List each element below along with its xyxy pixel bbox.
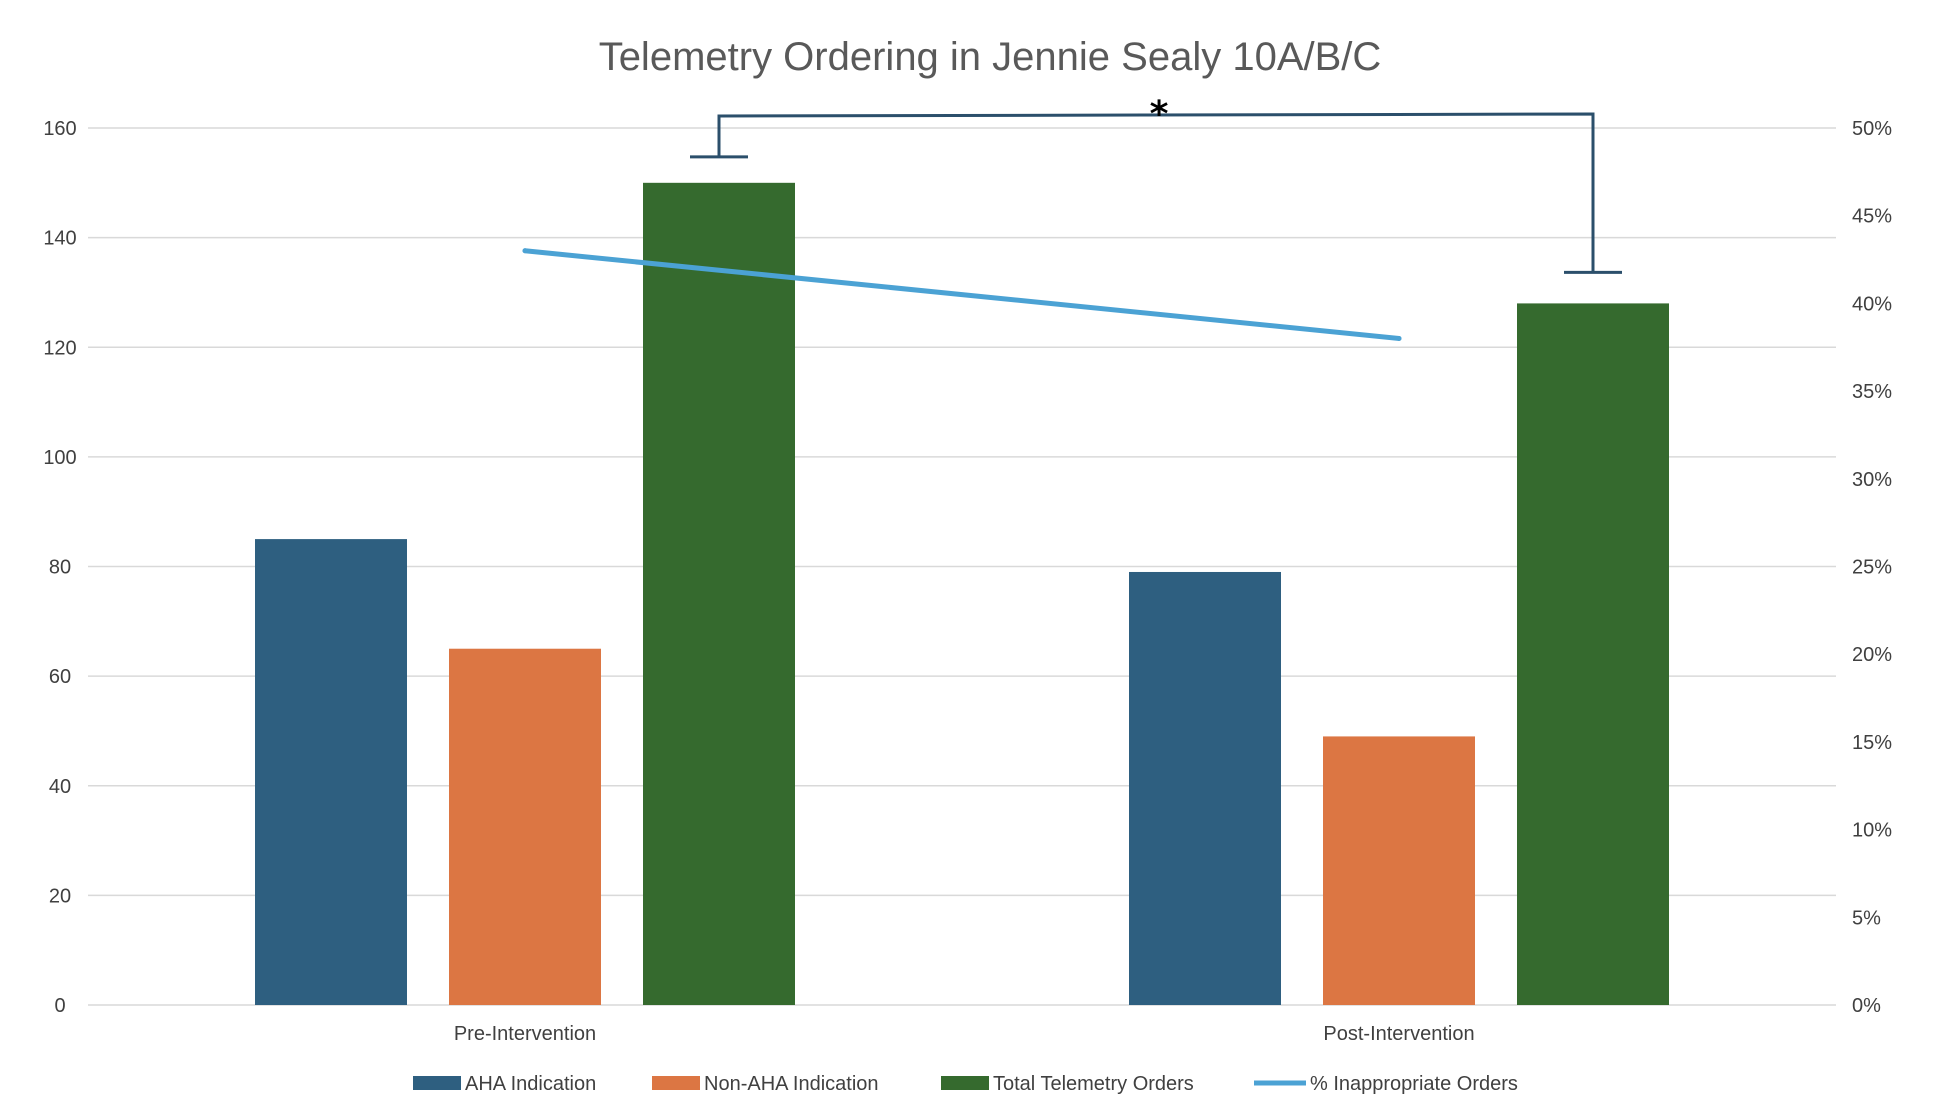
y2-tick-label: 0% <box>1852 995 1881 1017</box>
y-tick-label: 20 <box>49 885 71 907</box>
bar-aha-indication-pre-intervention <box>255 539 407 1005</box>
line-series <box>522 248 1402 341</box>
y-tick-label: 0 <box>54 995 65 1017</box>
legend-label-total-telemetry-orders: Total Telemetry Orders <box>993 1073 1194 1095</box>
y-tick-label: 60 <box>49 666 71 688</box>
y2-tick-label: 35% <box>1852 381 1892 403</box>
y-axis-right: 0% 5% 10% 15% 20% 25% 30% 35% 40% 45% 50% <box>1852 118 1892 1017</box>
y-tick-label: 100 <box>43 447 76 469</box>
bar-non-aha-indication-pre-intervention <box>449 648 601 1005</box>
y-tick-label: 40 <box>49 776 71 798</box>
y-axis-left: 0 20 40 60 80 100 120 140 160 <box>43 118 76 1017</box>
bar-total-telemetry-orders-post-intervention <box>1517 303 1669 1005</box>
chart-title: Telemetry Ordering in Jennie Sealy 10A/B… <box>599 35 1382 79</box>
y2-tick-label: 50% <box>1852 118 1892 140</box>
legend-label-non-aha-indication: Non-AHA Indication <box>704 1073 879 1095</box>
y2-tick-label: 40% <box>1852 293 1892 315</box>
legend-swatch-total-telemetry-orders <box>941 1076 989 1090</box>
y2-tick-label: 10% <box>1852 820 1892 842</box>
bracket-line <box>717 112 1595 273</box>
y-tick-label: 80 <box>49 557 71 579</box>
line-point <box>522 248 528 254</box>
legend: AHA Indication Non-AHA Indication Total Te… <box>413 1073 1518 1095</box>
y-tick-label: 140 <box>43 228 76 250</box>
category-label: Post-Intervention <box>1323 1023 1474 1045</box>
y-tick-label: 120 <box>43 337 76 359</box>
bars <box>255 182 1669 1005</box>
y2-tick-label: 20% <box>1852 644 1892 666</box>
y2-tick-label: 5% <box>1852 907 1881 929</box>
legend-swatch-aha-indication <box>413 1076 461 1090</box>
x-axis-categories: Pre-Intervention Post-Intervention <box>454 1023 1475 1045</box>
bar-aha-indication-post-intervention <box>1129 571 1281 1005</box>
significance-star: * <box>1150 94 1169 135</box>
line-point <box>1396 335 1402 341</box>
significance-bracket: * <box>690 94 1622 274</box>
legend-swatch-non-aha-indication <box>652 1076 700 1090</box>
y2-tick-label: 15% <box>1852 732 1892 754</box>
legend-label-pct-inappropriate-orders: % Inappropriate Orders <box>1310 1073 1518 1095</box>
bar-total-telemetry-orders-pre-intervention <box>643 182 795 1005</box>
legend-label-aha-indication: AHA Indication <box>465 1073 596 1095</box>
y-tick-label: 160 <box>43 118 76 140</box>
y2-tick-label: 30% <box>1852 469 1892 491</box>
y2-tick-label: 45% <box>1852 206 1892 228</box>
category-label: Pre-Intervention <box>454 1023 596 1045</box>
bar-non-aha-indication-post-intervention <box>1323 736 1475 1005</box>
y2-tick-label: 25% <box>1852 557 1892 579</box>
line-pct-inappropriate-orders <box>522 248 1402 341</box>
